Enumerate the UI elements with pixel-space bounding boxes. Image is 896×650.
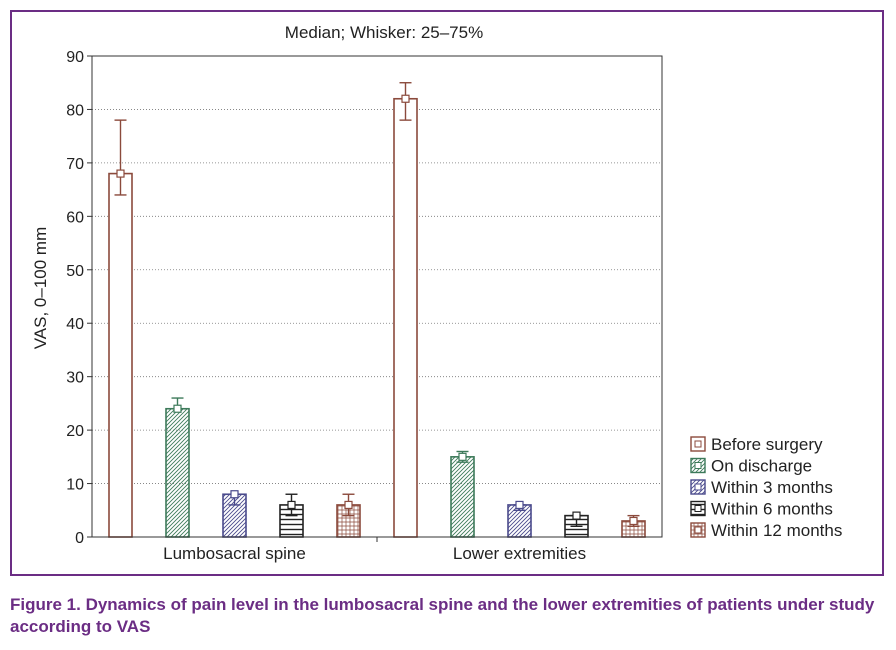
legend-marker — [694, 505, 702, 512]
median-marker — [629, 516, 638, 526]
y-tick-label: 20 — [66, 423, 84, 440]
y-tick-label: 10 — [66, 477, 84, 494]
bars — [108, 82, 646, 538]
x-tick-label: Lumbosacral spine — [163, 544, 306, 563]
vas-bar-chart: Median; Whisker: 25–75% VAS, 0–100 mm 0 1… — [31, 23, 842, 563]
bar — [165, 407, 190, 538]
y-tick-label: 0 — [75, 530, 84, 547]
legend-marker — [694, 462, 702, 469]
bar — [393, 97, 418, 538]
median-marker — [344, 500, 353, 510]
legend-marker — [694, 440, 702, 448]
legend: Before surgery On discharge Within 3 month… — [690, 435, 842, 540]
figure-caption: Figure 1. Dynamics of pain level in the … — [10, 595, 875, 636]
figure-frame: Median; Whisker: 25–75% VAS, 0–100 mm 0 1… — [10, 10, 884, 576]
chart-title: Median; Whisker: 25–75% — [285, 23, 483, 42]
y-tick-label: 80 — [66, 102, 84, 119]
median-marker — [401, 94, 410, 103]
bar — [108, 172, 133, 538]
y-tick-label: 60 — [66, 209, 84, 226]
y-tick-label: 50 — [66, 263, 84, 280]
legend-marker — [694, 483, 702, 491]
median-marker — [173, 404, 182, 413]
median-marker — [116, 169, 125, 178]
median-marker — [458, 452, 467, 461]
median-marker — [287, 500, 296, 510]
y-tick-label: 30 — [66, 370, 84, 387]
y-tick-label: 40 — [66, 316, 84, 333]
gridlines — [92, 109, 662, 484]
legend-label: Within 6 months — [711, 500, 833, 519]
axes: 0 10 20 30 40 50 60 70 80 90 Lumbosacral spine Lowe… — [66, 49, 663, 563]
y-axis-label: VAS, 0–100 mm — [31, 227, 50, 350]
median-marker — [572, 511, 581, 520]
legend-label: Before surgery — [711, 435, 823, 454]
legend-label: Within 12 months — [711, 521, 842, 540]
x-tick-label: Lower extremities — [453, 544, 586, 563]
median-marker — [515, 500, 524, 510]
legend-label: On discharge — [711, 457, 812, 476]
legend-label: Within 3 months — [711, 478, 833, 497]
y-tick-label: 90 — [66, 49, 84, 66]
median-marker — [230, 490, 239, 499]
bar — [450, 456, 475, 538]
legend-marker — [694, 526, 702, 534]
y-tick-label: 70 — [66, 156, 84, 173]
